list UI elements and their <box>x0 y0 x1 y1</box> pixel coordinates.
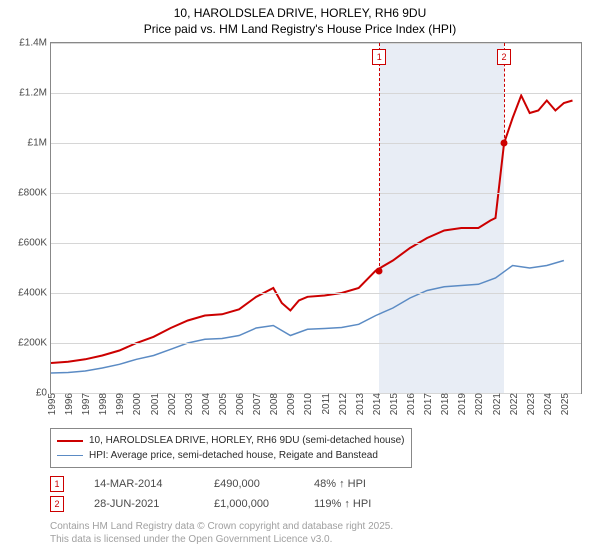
table-row: 2 28-JUN-2021 £1,000,000 119% ↑ HPI <box>50 494 434 514</box>
chart-plot-area: £0£200K£400K£600K£800K£1M£1.2M£1.4M19951… <box>50 42 582 394</box>
chart-lines <box>51 43 581 393</box>
legend: 10, HAROLDSLEA DRIVE, HORLEY, RH6 9DU (s… <box>50 428 412 468</box>
legend-label: 10, HAROLDSLEA DRIVE, HORLEY, RH6 9DU (s… <box>89 433 405 448</box>
footer: Contains HM Land Registry data © Crown c… <box>50 520 393 546</box>
title-line1: 10, HAROLDSLEA DRIVE, HORLEY, RH6 9DU <box>0 6 600 22</box>
footer-line2: This data is licensed under the Open Gov… <box>50 533 393 546</box>
chart-title: 10, HAROLDSLEA DRIVE, HORLEY, RH6 9DU Pr… <box>0 0 600 37</box>
sale-pct: 48% ↑ HPI <box>314 478 434 490</box>
legend-swatch <box>57 440 83 442</box>
sale-date: 14-MAR-2014 <box>94 478 214 490</box>
legend-label: HPI: Average price, semi-detached house,… <box>89 448 378 463</box>
sale-date: 28-JUN-2021 <box>94 498 214 510</box>
legend-item: HPI: Average price, semi-detached house,… <box>57 448 405 463</box>
legend-item: 10, HAROLDSLEA DRIVE, HORLEY, RH6 9DU (s… <box>57 433 405 448</box>
sale-pct: 119% ↑ HPI <box>314 498 434 510</box>
footer-line1: Contains HM Land Registry data © Crown c… <box>50 520 393 533</box>
sale-marker: 2 <box>50 496 64 512</box>
sale-price: £490,000 <box>214 478 314 490</box>
legend-swatch <box>57 455 83 456</box>
title-line2: Price paid vs. HM Land Registry's House … <box>0 22 600 38</box>
sale-marker: 1 <box>50 476 64 492</box>
table-row: 1 14-MAR-2014 £490,000 48% ↑ HPI <box>50 474 434 494</box>
sale-price: £1,000,000 <box>214 498 314 510</box>
page: 10, HAROLDSLEA DRIVE, HORLEY, RH6 9DU Pr… <box>0 0 600 560</box>
sales-table: 1 14-MAR-2014 £490,000 48% ↑ HPI 2 28-JU… <box>50 474 434 514</box>
